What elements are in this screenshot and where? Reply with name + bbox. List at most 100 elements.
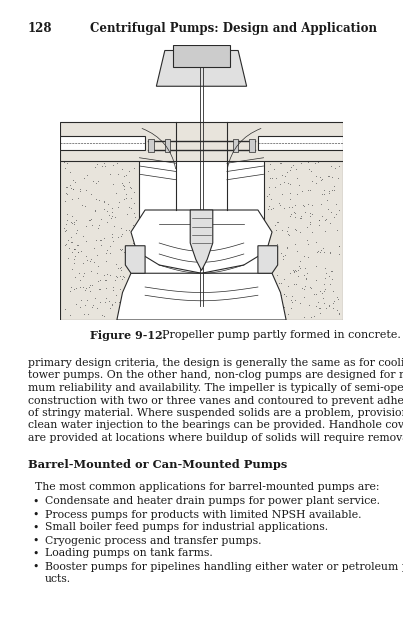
Point — [297, 298, 303, 308]
Point — [301, 200, 307, 211]
FancyBboxPatch shape — [60, 122, 343, 161]
Point — [255, 136, 262, 146]
Point — [306, 136, 312, 147]
Point — [283, 291, 290, 301]
Point — [116, 147, 122, 157]
Point — [117, 263, 123, 273]
Point — [320, 143, 326, 154]
Point — [319, 130, 326, 140]
Point — [322, 303, 329, 314]
Point — [131, 143, 138, 153]
Point — [72, 131, 79, 141]
Point — [299, 200, 306, 211]
Point — [115, 262, 121, 273]
Point — [335, 156, 341, 166]
Point — [297, 263, 303, 273]
Point — [83, 236, 89, 246]
Point — [106, 269, 113, 280]
Point — [81, 173, 87, 183]
Point — [213, 127, 220, 137]
Point — [108, 136, 115, 146]
Point — [289, 131, 295, 141]
Point — [318, 139, 324, 149]
Point — [267, 147, 274, 157]
Point — [326, 171, 332, 181]
Point — [278, 158, 284, 168]
Point — [128, 269, 134, 280]
Point — [325, 131, 332, 141]
Point — [77, 275, 83, 285]
Point — [302, 128, 309, 138]
Point — [226, 123, 233, 133]
Point — [75, 246, 81, 257]
Point — [63, 239, 70, 249]
Point — [294, 189, 301, 199]
Point — [316, 148, 322, 158]
Point — [317, 134, 324, 145]
Point — [322, 122, 328, 132]
Point — [79, 231, 86, 241]
Point — [284, 152, 290, 163]
Point — [104, 206, 110, 216]
Point — [139, 134, 145, 145]
Point — [337, 147, 343, 157]
Point — [242, 130, 249, 140]
Point — [109, 150, 115, 161]
Point — [321, 185, 327, 195]
Point — [193, 129, 200, 140]
Point — [79, 132, 85, 142]
Point — [278, 278, 285, 289]
Point — [96, 195, 102, 205]
Text: mum reliability and availability. The impeller is typically of semi-open: mum reliability and availability. The im… — [28, 383, 403, 393]
Point — [177, 127, 183, 137]
Point — [71, 244, 78, 255]
Point — [329, 266, 335, 276]
Point — [87, 130, 93, 140]
Point — [291, 130, 297, 140]
Point — [104, 218, 110, 228]
Point — [288, 303, 295, 314]
Point — [112, 188, 119, 198]
Point — [70, 184, 76, 194]
Point — [247, 147, 254, 157]
Point — [109, 228, 115, 239]
Point — [266, 201, 272, 211]
Point — [125, 244, 132, 254]
Point — [67, 135, 74, 145]
Point — [330, 121, 337, 131]
Point — [87, 134, 93, 144]
Point — [336, 150, 342, 160]
Point — [119, 150, 126, 161]
Point — [316, 134, 322, 145]
Point — [297, 158, 304, 168]
Point — [79, 123, 86, 133]
Point — [145, 133, 151, 143]
Point — [302, 207, 308, 217]
Point — [81, 300, 88, 310]
Point — [151, 142, 158, 152]
Point — [335, 129, 341, 140]
Point — [77, 186, 83, 196]
Point — [292, 239, 298, 249]
Point — [123, 148, 130, 158]
Point — [188, 129, 195, 140]
Point — [121, 299, 128, 309]
Point — [246, 147, 252, 157]
Point — [285, 140, 292, 150]
Point — [264, 285, 270, 295]
Point — [76, 148, 83, 158]
Point — [166, 148, 173, 159]
Point — [264, 122, 270, 132]
Point — [334, 225, 340, 235]
Point — [87, 280, 93, 290]
Point — [99, 124, 105, 134]
Point — [285, 229, 291, 239]
Point — [295, 129, 302, 139]
Point — [121, 271, 127, 282]
Point — [132, 257, 138, 267]
Point — [179, 136, 186, 147]
Point — [172, 152, 179, 163]
Point — [71, 244, 77, 255]
Point — [310, 148, 316, 158]
Point — [281, 137, 287, 147]
